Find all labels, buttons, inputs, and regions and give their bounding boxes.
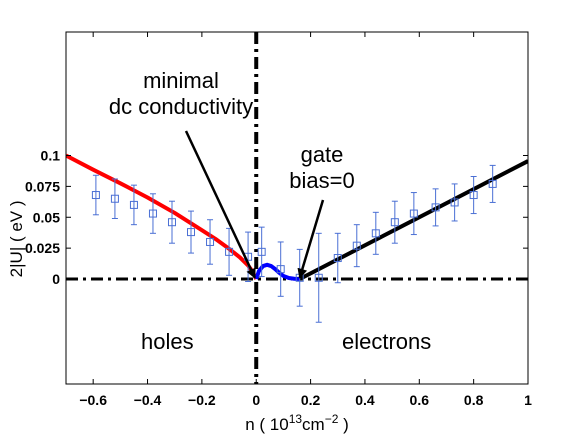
data-point xyxy=(257,226,266,278)
square-marker xyxy=(91,191,100,200)
square-marker xyxy=(148,209,157,218)
data-point xyxy=(314,232,323,323)
annotation-text: holes xyxy=(141,329,194,354)
data-point xyxy=(91,174,100,216)
annotation-text: electrons xyxy=(342,329,431,354)
data-point xyxy=(469,176,478,215)
x-tick-label: −0.4 xyxy=(134,392,162,408)
square-marker xyxy=(431,203,440,212)
annotation-text: dc conductivity xyxy=(109,94,253,119)
data-point xyxy=(187,210,196,254)
data-point xyxy=(148,193,157,234)
region-label-holes: holes xyxy=(141,329,194,354)
square-marker xyxy=(129,200,138,209)
square-marker xyxy=(225,247,234,256)
square-marker xyxy=(167,218,176,227)
square-marker xyxy=(352,241,361,250)
data-point xyxy=(488,164,497,203)
annotation-text: gate xyxy=(301,142,344,167)
x-tick-label: 0.8 xyxy=(464,392,484,408)
data-point xyxy=(129,184,138,226)
data-point xyxy=(390,200,399,244)
region-label-electrons: electrons xyxy=(342,329,431,354)
x-tick-label: −0.2 xyxy=(188,392,216,408)
square-marker xyxy=(450,198,459,207)
annotation-arrow xyxy=(297,199,325,279)
square-marker xyxy=(333,254,342,263)
square-marker xyxy=(314,273,323,282)
y-tick-label: 0 xyxy=(52,271,60,287)
data-point xyxy=(276,241,285,297)
data-point xyxy=(409,192,418,236)
square-marker xyxy=(110,194,119,203)
data-point xyxy=(167,200,176,244)
square-marker xyxy=(488,179,497,188)
plot-frame xyxy=(65,31,529,385)
square-marker xyxy=(409,209,418,218)
square-marker xyxy=(390,218,399,227)
x-tick-label: 0 xyxy=(252,392,260,408)
square-marker xyxy=(469,191,478,200)
x-tick-label: 1 xyxy=(524,392,532,408)
square-marker xyxy=(371,229,380,238)
data-point xyxy=(110,178,119,219)
y-tick-label: 0.075 xyxy=(25,178,60,194)
y-tick-label: 0.05 xyxy=(33,209,60,225)
x-axis-label: n ( 1013cm−2 ) xyxy=(245,412,349,434)
square-marker xyxy=(206,237,215,246)
y-axis-label: 2|U| ( eV ) xyxy=(7,200,26,277)
x-tick-label: 0.2 xyxy=(301,392,321,408)
x-tick-label: 0.6 xyxy=(410,392,430,408)
data-point xyxy=(206,219,215,265)
x-tick-label: 0.4 xyxy=(355,392,375,408)
data-point xyxy=(431,188,440,227)
y-tick-label: 0.1 xyxy=(41,148,61,164)
data-point xyxy=(450,183,459,222)
data-point xyxy=(371,211,380,255)
data-point xyxy=(352,224,361,268)
square-marker xyxy=(276,265,285,274)
data-point xyxy=(333,232,342,284)
axis-labels: n ( 1013cm−2 ) 2|U| ( eV ) xyxy=(7,200,349,434)
annotation-text: minimal xyxy=(143,68,219,93)
x-tick-label: −0.6 xyxy=(79,392,107,408)
square-marker xyxy=(187,228,196,237)
square-marker xyxy=(257,247,266,256)
axis-ticks: −0.6 −0.4 −0.2 0 0.2 0.4 0.6 0.8 1 0 0.025 0.05 0.07… xyxy=(25,32,532,408)
annotation-text: bias=0 xyxy=(289,168,354,193)
annotation-arrow xyxy=(184,130,257,279)
y-tick-label: 0.025 xyxy=(25,240,60,256)
